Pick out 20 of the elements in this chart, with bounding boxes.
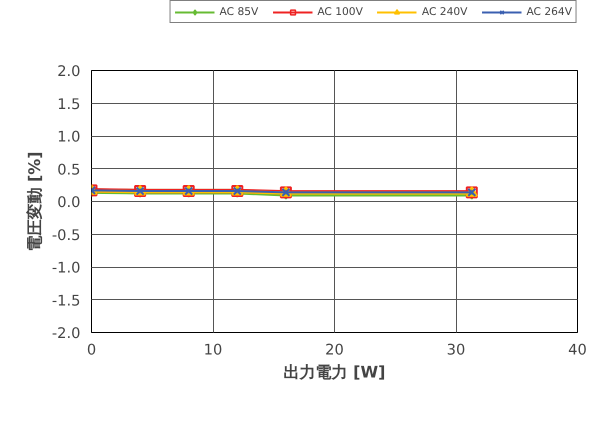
y-tick-label: 2.0	[57, 63, 81, 80]
y-tick-label: 1.5	[57, 96, 81, 113]
legend-label: AC 100V	[317, 5, 363, 18]
legend-label: AC 264V	[526, 5, 572, 18]
legend-label: AC 85V	[220, 5, 258, 18]
x-tick-label: 40	[568, 342, 587, 358]
x-tick-label: 20	[325, 342, 344, 358]
x-axis-title: 出力電力 [W]	[284, 362, 386, 382]
x-tick-label: 30	[446, 342, 466, 358]
legend-label: AC 240V	[422, 5, 468, 18]
y-tick-label: -0.5	[52, 226, 81, 244]
x-tick-label: 10	[204, 342, 222, 358]
y-tick-label: 0.5	[57, 161, 81, 178]
y-tick-label: 0.0	[57, 194, 81, 211]
y-tick-label: -1.0	[52, 260, 81, 276]
y-axis-title: 電圧変動 [%]	[24, 151, 44, 252]
y-tick-label: 1.0	[57, 128, 81, 146]
y-tick-label: -2.0	[52, 325, 81, 342]
x-tick-label: 0	[86, 342, 96, 358]
y-tick-label: -1.5	[52, 292, 81, 310]
